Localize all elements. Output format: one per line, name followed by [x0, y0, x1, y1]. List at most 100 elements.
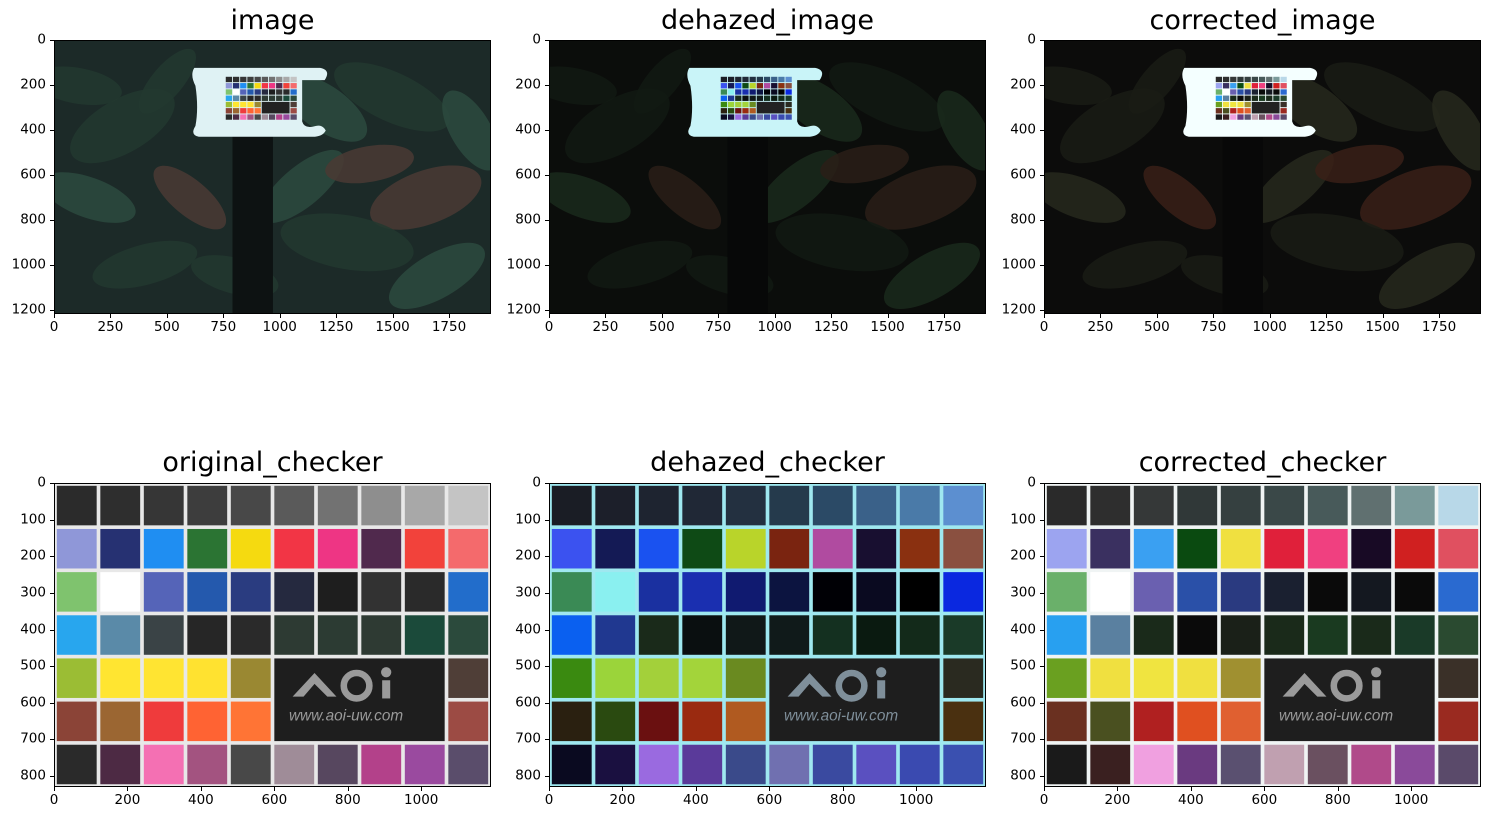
logo-url-text: www.aoi-uw.com [1279, 707, 1393, 724]
mini-checker-patch [742, 83, 749, 89]
mini-checker-patch [1230, 95, 1237, 101]
checker-patch [1438, 658, 1479, 698]
checker-patch [725, 528, 766, 569]
checker-patch [56, 572, 97, 612]
checker-patch [230, 658, 271, 698]
mini-checker-patch [1215, 89, 1223, 95]
checker-patch [1090, 701, 1131, 742]
checker-patch [230, 701, 271, 742]
mini-checker-patch [1280, 101, 1287, 108]
mini-checker-patch [232, 108, 240, 114]
y-tick-mark [1040, 519, 1044, 521]
mini-checker-patch [240, 114, 247, 120]
mini-checker-patch [1244, 95, 1251, 101]
mini-checker-patch [720, 101, 728, 108]
y-tick-mark [50, 220, 54, 222]
mini-checker-patch [225, 114, 233, 120]
mini-checker-patch [290, 76, 297, 83]
leaf-shape [648, 165, 722, 230]
x-tick-mark [279, 314, 281, 318]
y-tick-label: 600 [20, 694, 46, 711]
mini-checker-patch [749, 101, 756, 108]
checker-patch [1090, 528, 1131, 569]
mini-checker-patch [727, 76, 735, 83]
x-tick-mark [110, 314, 112, 318]
mini-checker-patch [785, 101, 792, 108]
mini-checker-patch [756, 89, 764, 95]
y-tick-label: 500 [515, 657, 541, 674]
checker-patch [812, 615, 853, 655]
checker-patch [448, 528, 489, 569]
checker-patch [404, 528, 445, 569]
mini-checker-patch [225, 95, 233, 101]
checker-patch [143, 701, 184, 742]
x-tick-mark [223, 314, 225, 318]
checker-patch [812, 528, 853, 569]
y-tick-label: 800 [515, 767, 541, 784]
subplot-title: dehazed_checker [650, 447, 885, 478]
y-tick-label: 0 [1027, 31, 1036, 48]
pole-shape [1222, 132, 1263, 313]
mini-checker-patch [1230, 114, 1237, 120]
mini-checker-patch [1244, 89, 1251, 95]
mini-checker-patch [735, 83, 742, 89]
checker-patch [769, 485, 810, 526]
leaf-shape [55, 66, 122, 105]
image-axes: www.aoi-uw.com [549, 483, 986, 787]
x-tick-label: 0 [1039, 792, 1049, 808]
mini-checker-patch [1258, 89, 1266, 95]
leaf-shape [1082, 240, 1188, 289]
image-axes: www.aoi-uw.com [54, 483, 491, 787]
x-tick-label: 200 [1104, 792, 1131, 808]
leaf-shape [775, 213, 909, 272]
x-tick-mark [944, 314, 945, 318]
y-tick-label: 400 [515, 121, 541, 138]
x-tick-label: 750 [210, 319, 237, 335]
mini-checker-patch [771, 83, 778, 89]
y-tick-label: 800 [1010, 767, 1036, 784]
y-tick-mark [545, 592, 549, 594]
mini-checker-patch [735, 76, 742, 83]
mini-checker-patch [240, 101, 247, 108]
mini-checker-patch [720, 76, 728, 83]
checker-patch [100, 528, 141, 569]
mini-checker-patch [1222, 101, 1230, 108]
checker-patch [595, 658, 636, 698]
mini-checker-patch [1251, 95, 1259, 101]
logo-i-glyph [382, 680, 391, 699]
checker-patch [682, 485, 723, 526]
mini-checker-patch [1237, 83, 1244, 89]
mini-checker-patch [1251, 76, 1259, 83]
y-tick-label: 300 [1010, 584, 1036, 601]
y-tick-mark [50, 130, 54, 132]
checker-patch [812, 572, 853, 612]
checker-patch [1307, 528, 1348, 569]
checker-patch [638, 528, 679, 569]
x-tick-mark [336, 314, 338, 318]
mini-checker-patch [742, 108, 749, 114]
checker-patch [1307, 485, 1348, 526]
x-tick-mark [1439, 314, 1440, 318]
checker-patch [682, 658, 723, 698]
mini-checker-patch [283, 89, 290, 95]
mini-checker-patch [1280, 95, 1287, 101]
mini-checker-patch [742, 101, 749, 108]
checker-patch [448, 485, 489, 526]
x-tick-mark [916, 787, 918, 791]
checker-patch [1307, 744, 1348, 785]
mini-checker-patch [254, 76, 261, 83]
y-tick-label: 800 [20, 211, 46, 228]
mini-checker-patch [749, 108, 756, 114]
mini-checker-patch [1258, 95, 1266, 101]
x-tick-mark [774, 314, 776, 318]
mini-checker-patch [1244, 76, 1251, 83]
checker-patch [274, 572, 315, 612]
mini-checker-patch [785, 95, 792, 101]
y-tick-mark [1040, 310, 1044, 312]
mini-checker-patch [720, 108, 728, 114]
checker-patch [943, 744, 984, 785]
mini-checker-patch [1273, 89, 1280, 95]
mini-checker-patch [254, 95, 261, 101]
x-tick-label: 250 [97, 319, 124, 335]
scene-image [55, 41, 490, 313]
